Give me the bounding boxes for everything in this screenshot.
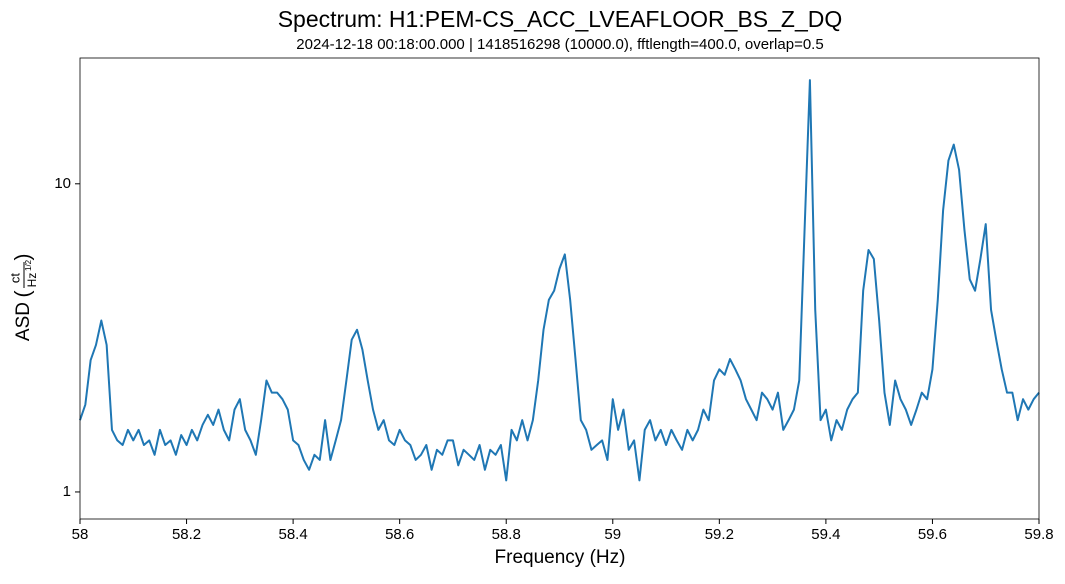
y-label-paren: ): [12, 254, 35, 261]
spectrum-line: [79, 79, 1040, 482]
x-tick-label: 58.4: [279, 526, 308, 543]
y-tick-label: 1: [63, 483, 71, 500]
y-label-numerator: ct: [7, 273, 22, 284]
y-label-exponent: 1/2: [24, 259, 33, 271]
x-tick-label: 59.6: [918, 526, 947, 543]
y-tick-label: 10: [54, 175, 71, 192]
x-tick-label: 59: [604, 526, 621, 543]
y-label-denominator: Hz: [25, 273, 39, 288]
y-label-name: ASD: [13, 302, 34, 341]
y-axis-label: ASD ( ct Hz 1/2 ): [7, 254, 39, 342]
y-label-paren: (: [12, 291, 35, 298]
x-tick-label: 58.2: [172, 526, 201, 543]
x-tick-label: 58.6: [385, 526, 414, 543]
x-axis-label: Frequency (Hz): [495, 547, 626, 568]
x-tick-label: 58.8: [492, 526, 521, 543]
x-tick-label: 59.4: [811, 526, 840, 543]
chart-title: Spectrum: H1:PEM-CS_ACC_LVEAFLOOR_BS_Z_D…: [278, 6, 843, 32]
plot-frame: [79, 57, 1040, 520]
x-tick-label: 59.2: [705, 526, 734, 543]
chart-subtitle: 2024-12-18 00:18:00.000 | 1418516298 (10…: [296, 36, 823, 53]
x-tick-label: 59.8: [1024, 526, 1053, 543]
x-tick-label: 58: [72, 526, 89, 543]
